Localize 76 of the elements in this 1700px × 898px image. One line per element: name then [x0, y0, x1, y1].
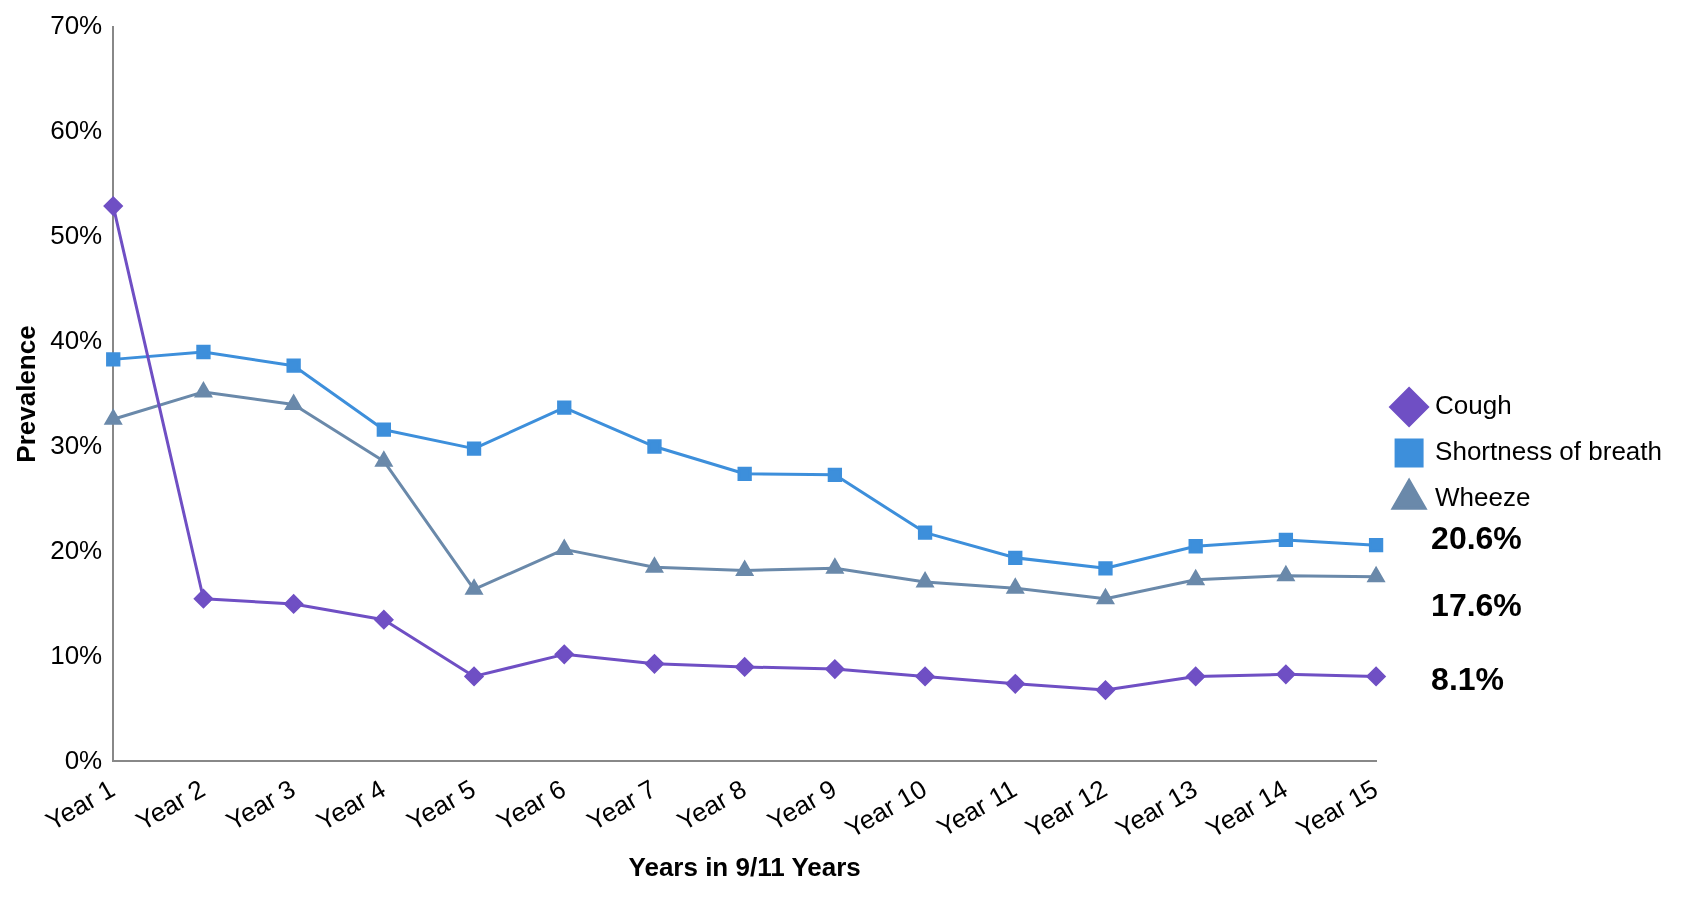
- data-label: 17.6%: [1431, 586, 1522, 623]
- x-tick-label: Year 6: [491, 773, 571, 837]
- point: [104, 409, 122, 425]
- x-tick-label: Year 5: [401, 773, 481, 837]
- x-tick-label: Year 2: [130, 773, 211, 837]
- point: [374, 610, 394, 630]
- point: [1006, 578, 1024, 594]
- point: [466, 441, 482, 456]
- x-tick-label: Year 10: [839, 773, 932, 844]
- point: [1276, 664, 1296, 684]
- point: [827, 467, 843, 483]
- point: [736, 560, 754, 576]
- point: [1366, 666, 1386, 686]
- point: [1008, 550, 1023, 565]
- x-tick-label: Year 11: [931, 773, 1022, 843]
- point: [1278, 532, 1294, 548]
- legend-label: Shortness of breath: [1435, 436, 1663, 467]
- x-tick-label: Year 15: [1290, 773, 1383, 844]
- point: [375, 451, 393, 467]
- y-tick-label: 10%: [50, 639, 103, 670]
- y-axis-title: Prevalence: [10, 325, 41, 463]
- point: [825, 659, 845, 679]
- point: [555, 539, 573, 555]
- point: [737, 466, 752, 481]
- point: [1367, 567, 1385, 583]
- point: [1188, 539, 1203, 554]
- point: [284, 594, 304, 614]
- y-tick-label: 0%: [64, 744, 103, 775]
- legend-label: Wheeze: [1435, 482, 1531, 513]
- data-label: 8.1%: [1431, 661, 1505, 698]
- point: [1005, 674, 1025, 694]
- point: [917, 525, 933, 540]
- x-tick-label: Year 12: [1020, 773, 1113, 844]
- point: [376, 422, 392, 437]
- data-label: 20.6%: [1431, 520, 1522, 557]
- x-tick-label: Year 7: [581, 773, 662, 837]
- point: [286, 358, 301, 373]
- x-tick-label: Year 13: [1110, 773, 1203, 844]
- x-tick-label: Year 8: [672, 773, 752, 837]
- x-axis-title: Years in 9/11 Years: [628, 851, 861, 882]
- x-tick-label: Year 4: [311, 773, 391, 837]
- point: [193, 589, 213, 609]
- point: [644, 654, 664, 674]
- point: [916, 572, 934, 588]
- x-tick-label: Year 9: [762, 773, 842, 837]
- point: [735, 657, 755, 677]
- x-tick-label: Year 3: [221, 773, 301, 837]
- point: [557, 400, 572, 415]
- y-tick-label: 70%: [50, 9, 103, 40]
- point: [1098, 561, 1113, 576]
- y-tick-label: 40%: [50, 324, 103, 355]
- point: [1277, 566, 1295, 582]
- point: [106, 352, 121, 367]
- point: [465, 579, 483, 595]
- point: [554, 644, 574, 664]
- x-tick-label: Year 14: [1200, 773, 1293, 844]
- y-tick-label: 30%: [50, 429, 103, 460]
- point: [1368, 538, 1384, 553]
- point: [285, 395, 303, 411]
- point: [103, 196, 123, 216]
- point: [1097, 589, 1114, 605]
- point: [1095, 680, 1115, 700]
- y-tick-label: 50%: [50, 219, 103, 250]
- point: [464, 666, 484, 686]
- point: [195, 382, 212, 398]
- point: [647, 439, 662, 454]
- y-tick-label: 60%: [50, 114, 103, 145]
- point: [1187, 570, 1205, 586]
- point: [646, 557, 663, 573]
- x-tick-label: Year 1: [40, 773, 120, 837]
- point: [915, 666, 935, 686]
- y-tick-label: 20%: [50, 534, 103, 565]
- legend-label: Cough: [1435, 390, 1512, 421]
- point: [196, 344, 211, 360]
- point: [1186, 666, 1206, 686]
- point: [826, 558, 844, 574]
